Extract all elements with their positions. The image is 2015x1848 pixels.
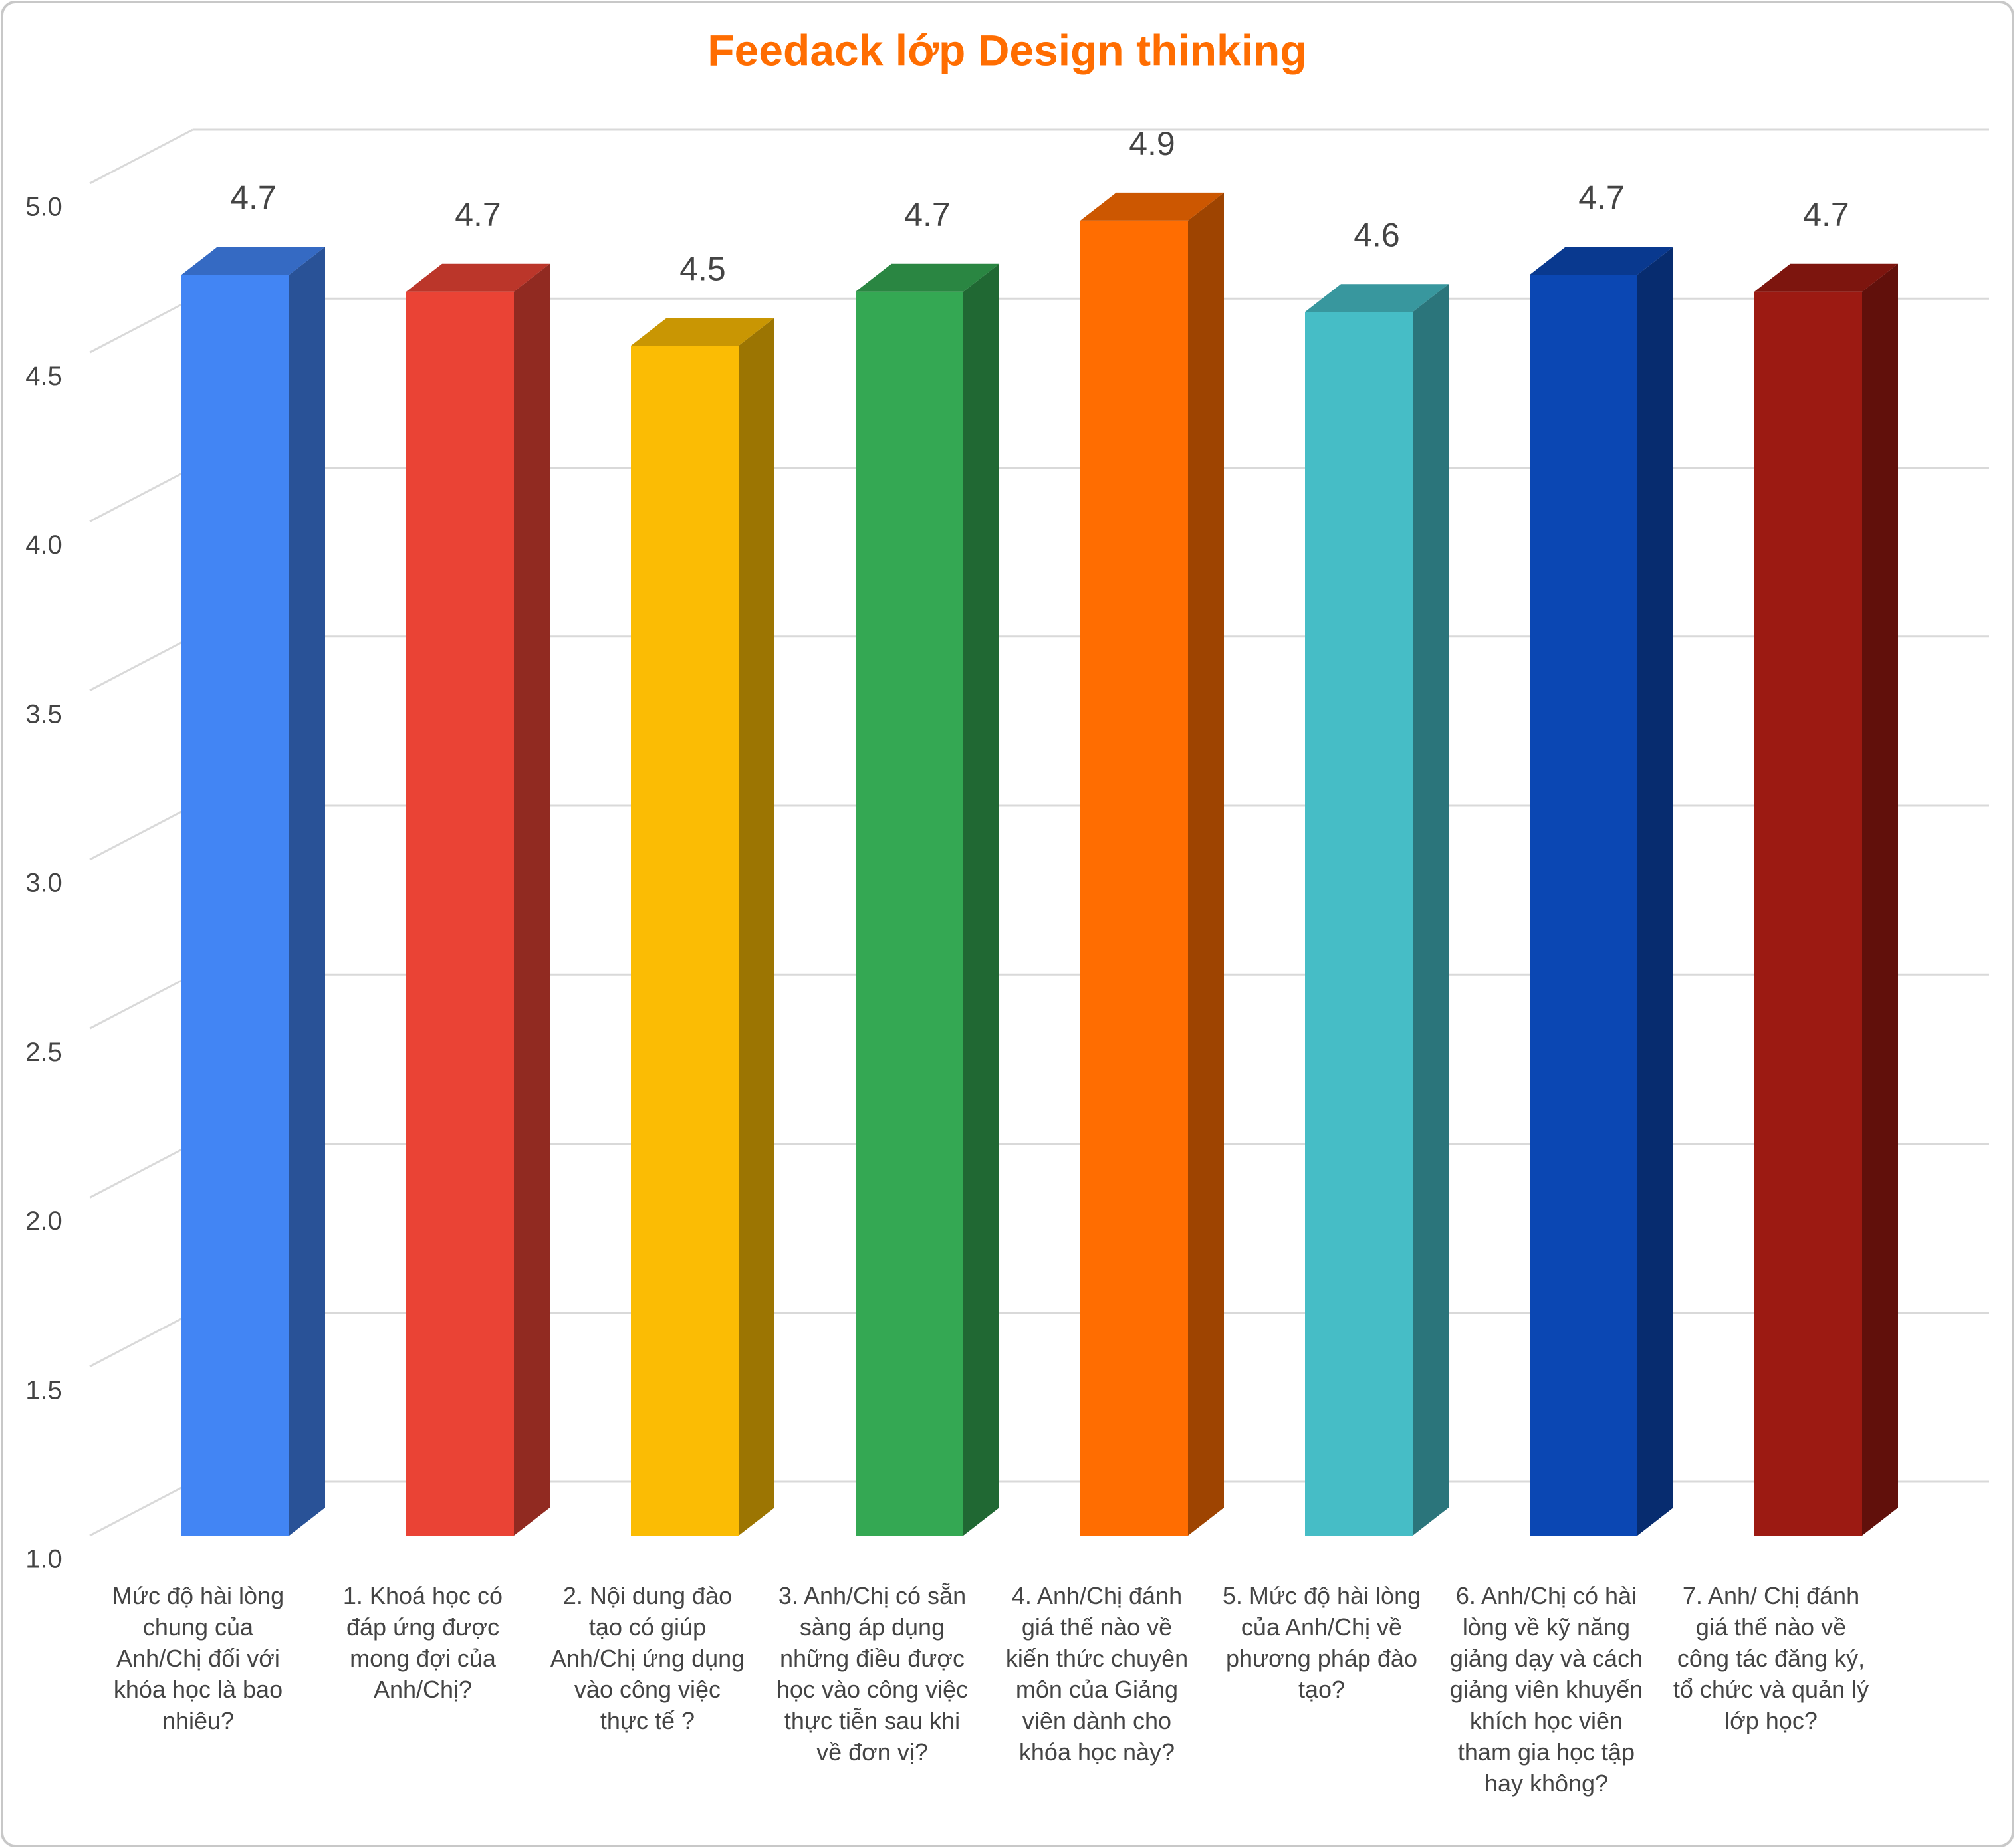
x-tick-label: 4. Anh/Chị đánh giá thế nào về kiến thức c… xyxy=(1006,1582,1188,1766)
bar-top xyxy=(856,263,999,292)
grid-line xyxy=(89,1480,193,1537)
y-tick-label: 3.0 xyxy=(25,869,62,898)
y-tick-label: 2.0 xyxy=(25,1207,62,1236)
bar-side xyxy=(514,263,550,1536)
bar xyxy=(181,275,289,1536)
grid-line xyxy=(89,467,193,522)
data-label: 4.9 xyxy=(1129,125,1175,162)
y-tick-label: 2.5 xyxy=(25,1038,62,1067)
grid-line xyxy=(89,804,193,861)
bar xyxy=(1080,220,1188,1536)
data-label: 4.7 xyxy=(230,179,277,216)
bar-side xyxy=(963,263,999,1536)
bar-top xyxy=(1530,247,1673,275)
bar-side xyxy=(289,247,325,1536)
x-tick-label: 7. Anh/ Chị đánh giá thế nào về công tác đ… xyxy=(1673,1582,1869,1734)
data-label: 4.7 xyxy=(1578,179,1625,216)
grid-line xyxy=(89,1143,193,1199)
x-tick-label: 5. Mức độ hài lòng của Anh/Chị về phương p… xyxy=(1223,1582,1421,1703)
x-tick-label: Mức độ hài lòng chung của Anh/Chị đối với k… xyxy=(112,1582,284,1734)
bar xyxy=(1754,291,1862,1536)
bar-side xyxy=(1413,284,1449,1536)
bar-top xyxy=(1754,263,1898,292)
chart-title: Feedack lớp Design thinking xyxy=(707,25,1306,74)
y-tick-label: 4.0 xyxy=(25,530,62,560)
bar-side xyxy=(1637,247,1673,1536)
data-label: 4.5 xyxy=(679,250,726,287)
bar xyxy=(856,291,963,1536)
x-tick-label: 2. Nội dung đào tạo có giúp Anh/Chị ứng dụ… xyxy=(550,1582,745,1734)
grid-line xyxy=(89,297,193,354)
grid-line xyxy=(89,973,193,1030)
data-label: 4.6 xyxy=(1354,216,1400,253)
x-tick-label: 3. Anh/Chị có sẵn sàng áp dụng những điều … xyxy=(776,1582,968,1766)
y-tick-label: 5.0 xyxy=(25,193,62,222)
bar-top xyxy=(406,263,550,292)
bar xyxy=(406,291,514,1536)
y-tick-label: 1.0 xyxy=(25,1545,62,1574)
bar xyxy=(631,346,739,1536)
bar-top xyxy=(631,318,774,346)
bar-top xyxy=(1305,284,1449,312)
bar-side xyxy=(1188,192,1224,1536)
data-label: 4.7 xyxy=(455,196,501,233)
bar xyxy=(1530,275,1637,1536)
data-label: 4.7 xyxy=(904,196,951,233)
bar-top xyxy=(1080,192,1224,221)
x-tick-label: 1. Khoá học có đáp ứng được mong đợi của An… xyxy=(343,1582,503,1703)
y-tick-label: 1.5 xyxy=(25,1375,62,1405)
x-tick-label: 6. Anh/Chị có hài lòng về kỹ năng giảng dạ… xyxy=(1450,1582,1643,1797)
bar xyxy=(1305,312,1413,1536)
grid-line xyxy=(89,1312,193,1368)
y-tick-label: 3.5 xyxy=(25,699,62,729)
y-tick-label: 4.5 xyxy=(25,362,62,391)
grid-line xyxy=(89,635,193,692)
bar-side xyxy=(1862,263,1898,1536)
grid-line xyxy=(89,128,193,185)
bar-side xyxy=(739,318,774,1536)
data-label: 4.7 xyxy=(1803,196,1849,233)
bar-top xyxy=(181,247,325,275)
